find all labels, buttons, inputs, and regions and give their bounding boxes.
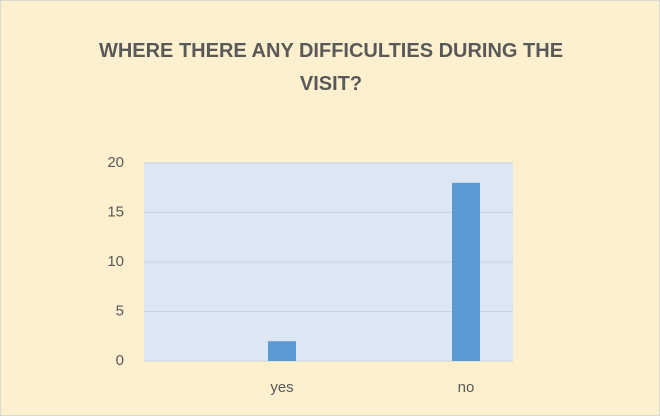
y-tick-label: 10 (107, 253, 124, 270)
y-tick-label: 0 (116, 352, 124, 369)
x-tick-label: yes (270, 379, 293, 396)
chart-title: WHERE THERE ANY DIFFICULTIES DURING THE … (98, 40, 564, 95)
y-tick-label: 5 (116, 302, 124, 319)
bar (452, 182, 480, 361)
y-tick-label: 15 (107, 203, 124, 220)
bar (268, 341, 296, 361)
x-tick-label: no (458, 379, 475, 396)
y-tick-label: 20 (107, 154, 124, 171)
